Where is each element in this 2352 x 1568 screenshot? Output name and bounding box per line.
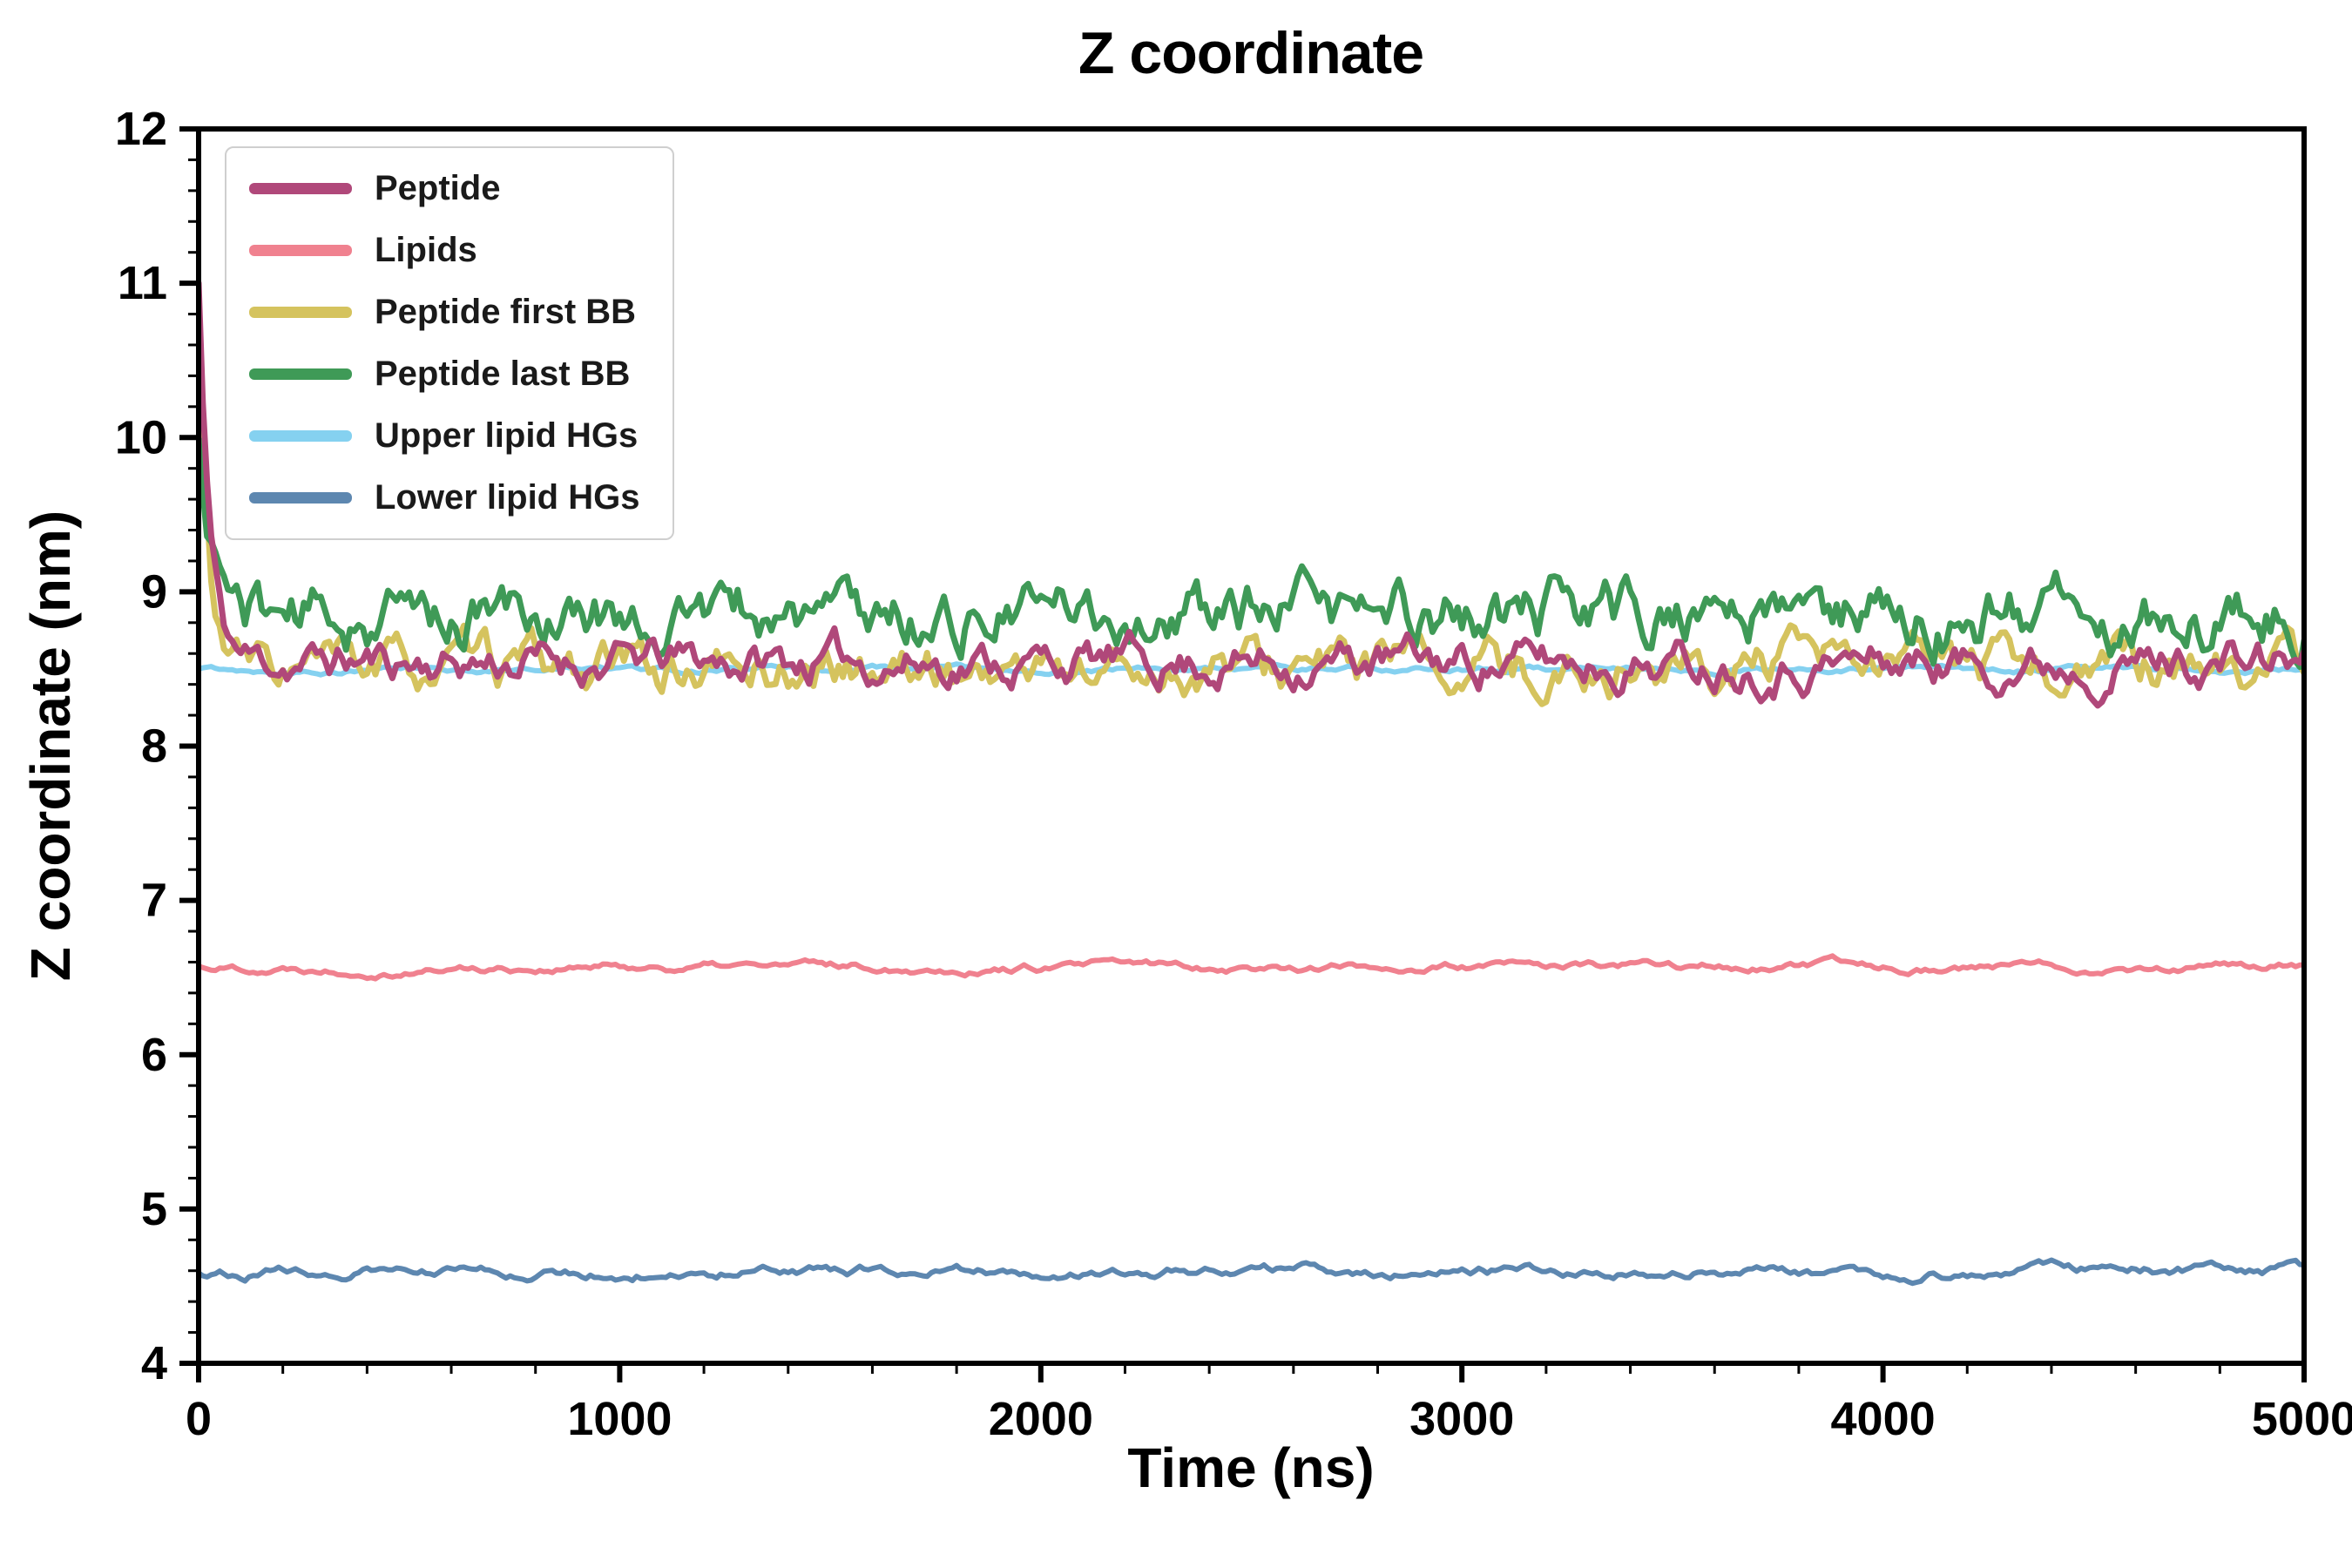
x-axis: 0 1000 2000 3000 4000 5000 [186, 1363, 2352, 1445]
x-tick-label: 3000 [1409, 1393, 1514, 1445]
series-line-lower-lipid-hgs [199, 1257, 2304, 1287]
legend-item-lower-lipid-hgs: Lower lipid HGs [249, 478, 639, 517]
legend-swatch-lower-lipid-hgs [249, 492, 352, 504]
series-line-peptide-last-bb [199, 436, 2304, 671]
x-axis-label: Time (ns) [1127, 1436, 1375, 1499]
x-tick-label: 2000 [989, 1393, 1093, 1445]
y-tick-label: 7 [141, 875, 167, 927]
x-tick-label: 5000 [2252, 1393, 2352, 1445]
legend-label-upper-lipid-hgs: Upper lipid HGs [375, 416, 639, 455]
legend-swatch-upper-lipid-hgs [249, 430, 352, 442]
legend-label-peptide-last-bb: Peptide last BB [375, 355, 631, 393]
legend-item-lipids: Lipids [249, 231, 639, 270]
legend-swatch-peptide-first-bb [249, 307, 352, 318]
legend-item-peptide: Peptide [249, 169, 639, 208]
legend-label-lipids: Lipids [375, 231, 477, 269]
series-line-lipids [199, 953, 2304, 982]
x-tick-label: 4000 [1831, 1393, 1936, 1445]
y-tick-label: 6 [141, 1029, 167, 1081]
y-tick-label: 10 [115, 411, 167, 463]
x-tick-label: 0 [186, 1393, 212, 1445]
legend-item-peptide-last-bb: Peptide last BB [249, 355, 639, 394]
legend: Peptide Lipids Peptide first BB Peptide … [225, 146, 675, 540]
legend-item-upper-lipid-hgs: Upper lipid HGs [249, 416, 639, 456]
legend-swatch-peptide [249, 183, 352, 194]
y-tick-label: 9 [141, 565, 167, 618]
y-tick-label: 12 [115, 103, 167, 155]
y-axis-label: Z coordinate (nm) [19, 510, 82, 982]
chart-title: Z coordinate [1078, 20, 1424, 86]
legend-label-peptide: Peptide [375, 169, 501, 207]
y-tick-label: 11 [118, 257, 167, 309]
x-tick-label: 1000 [567, 1393, 672, 1445]
y-tick-label: 8 [141, 720, 167, 773]
series-line-peptide [199, 280, 2304, 709]
legend-swatch-peptide-last-bb [249, 368, 352, 380]
legend-item-peptide-first-bb: Peptide first BB [249, 293, 639, 332]
legend-swatch-lipids [249, 245, 352, 256]
y-tick-label: 5 [141, 1183, 167, 1235]
series-lines [199, 280, 2304, 1287]
legend-label-lower-lipid-hgs: Lower lipid HGs [375, 478, 640, 517]
y-axis: 4 5 6 7 8 9 10 11 12 [115, 103, 199, 1389]
y-tick-label: 4 [141, 1337, 167, 1389]
legend-label-peptide-first-bb: Peptide first BB [375, 293, 637, 331]
